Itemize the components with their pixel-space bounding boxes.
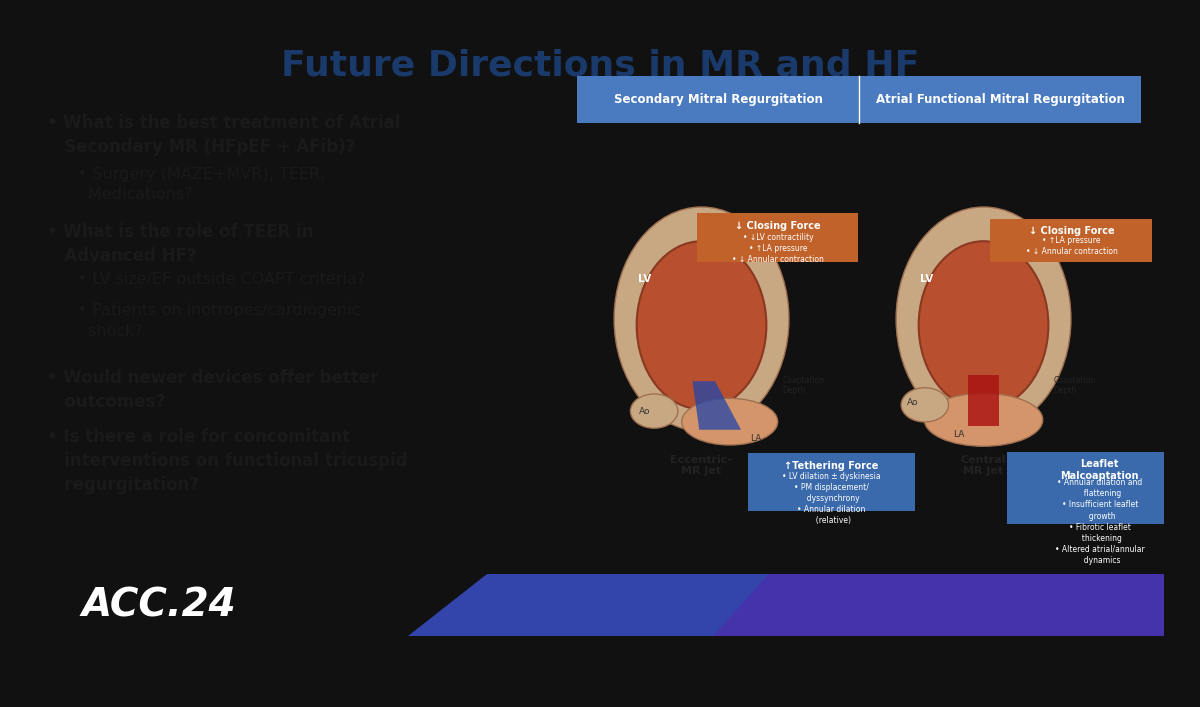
Polygon shape	[692, 381, 742, 430]
Text: Eccentric–
MR Jet: Eccentric– MR Jet	[670, 455, 733, 477]
Text: ↓ Closing Force: ↓ Closing Force	[736, 221, 821, 230]
Text: LV: LV	[638, 274, 652, 284]
FancyBboxPatch shape	[748, 453, 914, 511]
Text: LV: LV	[920, 274, 934, 284]
Text: • What is the role of TEER in
   Advanced HF?: • What is the role of TEER in Advanced H…	[47, 223, 313, 265]
Text: • What is the best treatment of Atrial
   Secondary MR (HFpEF + AFib)?: • What is the best treatment of Atrial S…	[47, 114, 401, 156]
Text: Future Directions in MR and HF: Future Directions in MR and HF	[281, 48, 919, 82]
Text: • Patients on inotropes/cardiogenic
        shock?: • Patients on inotropes/cardiogenic shoc…	[47, 303, 361, 339]
Text: Deferm et al. JACC 2019;73: 2465-76.: Deferm et al. JACC 2019;73: 2465-76.	[841, 597, 1130, 612]
Text: LA: LA	[750, 434, 761, 443]
Text: Atrial Functional Mitral Regurgitation: Atrial Functional Mitral Regurgitation	[876, 93, 1124, 106]
Text: ↓ Closing Force: ↓ Closing Force	[1028, 226, 1115, 235]
Polygon shape	[967, 375, 1000, 426]
Ellipse shape	[901, 387, 948, 422]
Text: • Is there a role for concomitant
   interventions on functional tricuspid
   re: • Is there a role for concomitant interv…	[47, 428, 408, 494]
Text: • Surgery (MAZE+MVR), TEER,
        Medications?: • Surgery (MAZE+MVR), TEER, Medications?	[47, 167, 325, 202]
Text: LA: LA	[953, 430, 965, 438]
Ellipse shape	[614, 207, 788, 431]
Polygon shape	[713, 574, 1164, 636]
Ellipse shape	[919, 241, 1049, 409]
FancyBboxPatch shape	[697, 213, 858, 262]
Text: • Annular dilation and
  flattening
• Insufficient leaflet
  growth
• Fibrotic l: • Annular dilation and flattening • Insu…	[1055, 478, 1145, 565]
Ellipse shape	[896, 207, 1070, 431]
Text: • Would newer devices offer better
   outcomes?: • Would newer devices offer better outco…	[47, 369, 379, 411]
Text: Coaptation
Depth: Coaptation Depth	[1054, 376, 1096, 395]
Text: • LV size/EF outside COAPT criteria?: • LV size/EF outside COAPT criteria?	[47, 272, 366, 287]
Text: Coaptation
Depth: Coaptation Depth	[782, 376, 824, 395]
Polygon shape	[408, 574, 1164, 636]
Text: • ↓LV contractility
• ↑LA pressure
• ↓ Annular contraction: • ↓LV contractility • ↑LA pressure • ↓ A…	[732, 233, 824, 264]
Text: Secondary Mitral Regurgitation: Secondary Mitral Regurgitation	[614, 93, 823, 106]
Ellipse shape	[924, 393, 1043, 446]
Text: ↑Tethering Force: ↑Tethering Force	[784, 461, 878, 471]
FancyBboxPatch shape	[1007, 452, 1192, 524]
Ellipse shape	[682, 398, 778, 445]
Text: Ao: Ao	[907, 399, 918, 407]
FancyBboxPatch shape	[577, 76, 1141, 123]
Text: ACC.24: ACC.24	[82, 586, 235, 624]
Text: Central
MR Jet: Central MR Jet	[961, 455, 1007, 477]
Text: Leaflet
Malcoaptation: Leaflet Malcoaptation	[1061, 459, 1139, 481]
Ellipse shape	[637, 241, 767, 409]
Ellipse shape	[630, 394, 678, 428]
Text: Ao: Ao	[640, 407, 650, 416]
Text: • ↑LA pressure
• ↓ Annular contraction: • ↑LA pressure • ↓ Annular contraction	[1026, 236, 1117, 257]
FancyBboxPatch shape	[990, 219, 1152, 262]
Text: • LV dilation ± dyskinesia
• PM displacement/
  dyssynchrony
• Annular dilation
: • LV dilation ± dyskinesia • PM displace…	[782, 472, 881, 525]
